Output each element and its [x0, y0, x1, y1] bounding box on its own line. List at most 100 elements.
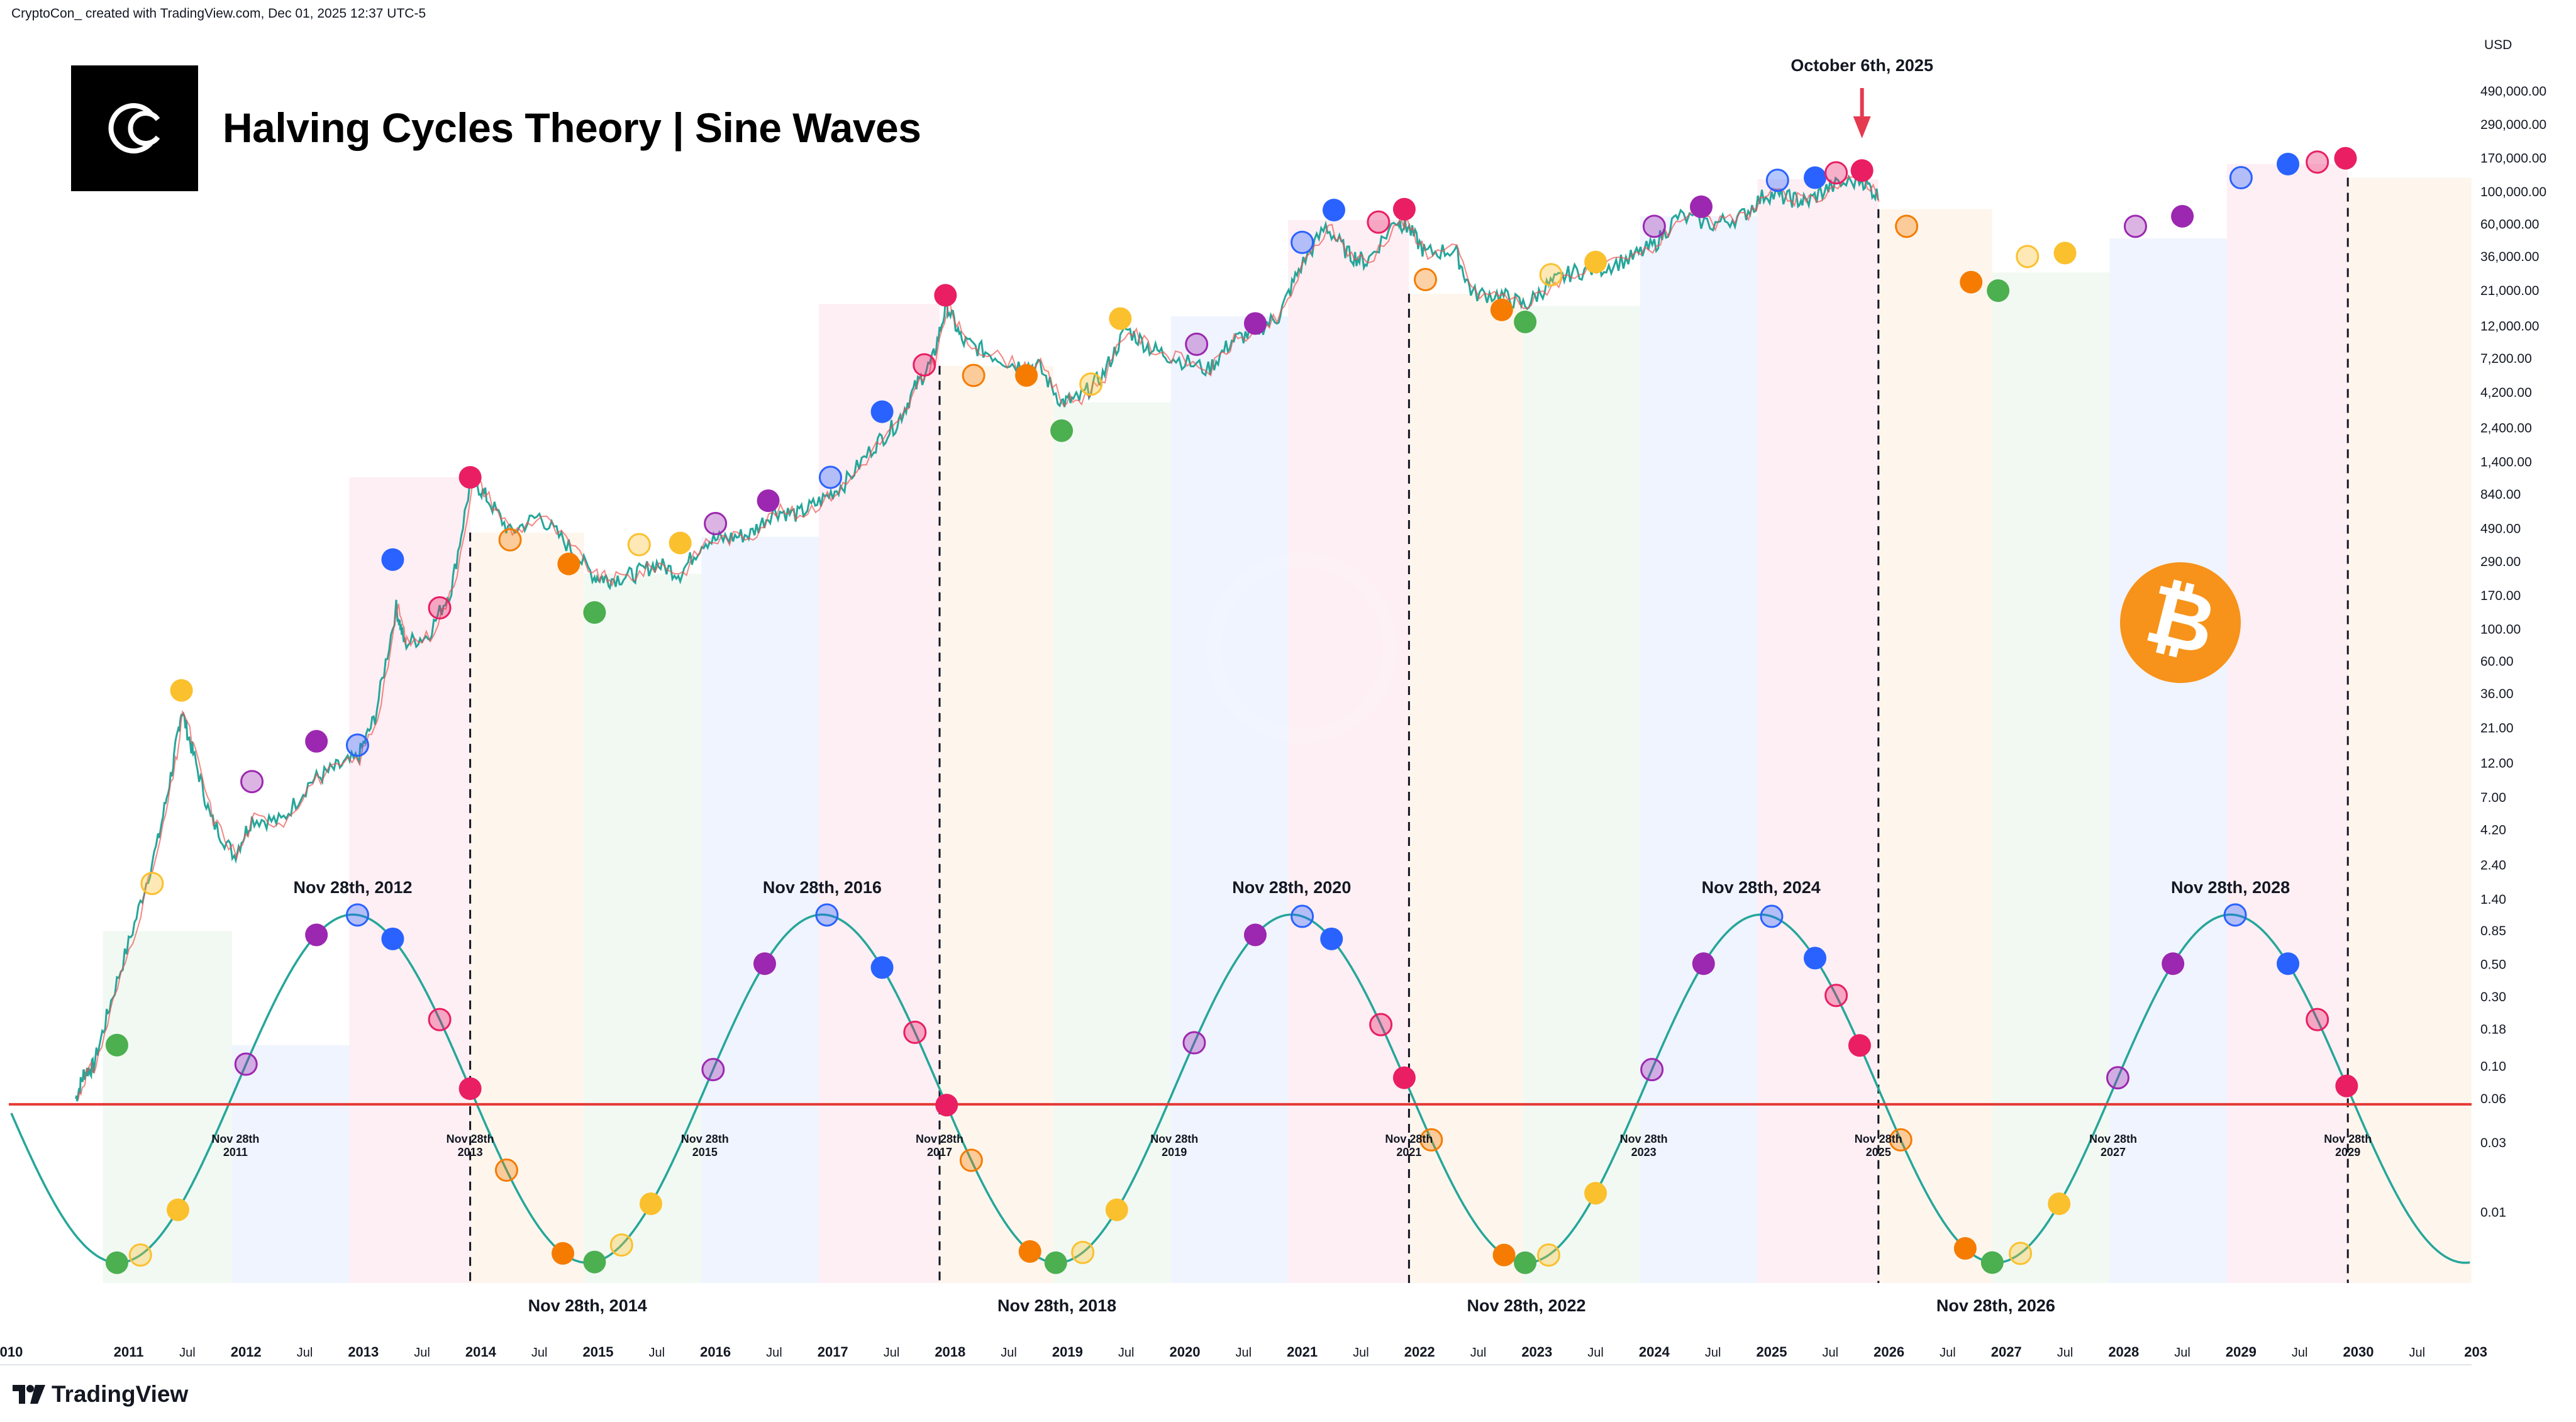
y-axis-tick: 7,200.00 [2480, 352, 2532, 366]
crossing-label-line1: Nov 28th [2324, 1133, 2372, 1145]
x-axis-tick: 2024 [1639, 1344, 1670, 1360]
y-axis-tick: 12.00 [2480, 757, 2514, 771]
x-axis-tick: Jul [414, 1346, 430, 1360]
cycle-bottom-label: Nov 28th, 2026 [1936, 1296, 2055, 1315]
price-marker [428, 596, 452, 619]
sine-marker [1492, 1243, 1516, 1267]
x-axis-tick: 2012 [231, 1344, 262, 1360]
y-axis-tick: 290.00 [2480, 555, 2521, 569]
y-axis-background [2472, 25, 2576, 1352]
y-axis-tick: 21,000.00 [2480, 284, 2539, 298]
sine-marker [1848, 1034, 1871, 1057]
price-marker [498, 528, 522, 552]
crossing-label-line1: Nov 28th [1620, 1133, 1668, 1145]
price-marker [105, 1033, 128, 1057]
price-marker [1414, 268, 1438, 292]
crossing-label-line1: Nov 28th [447, 1133, 494, 1145]
sine-marker [935, 1094, 958, 1117]
cycle-regions [103, 164, 2476, 1284]
x-axis-tick: Jul [179, 1346, 196, 1360]
sine-marker [1889, 1128, 1913, 1152]
y-axis-tick: 2.40 [2480, 858, 2506, 873]
sine-marker [1044, 1251, 1067, 1274]
peak-annotation: October 6th, 2025 [1790, 56, 1933, 138]
sine-marker [1291, 904, 1314, 928]
cycle-bottom-label: Nov 28th, 2018 [997, 1296, 1116, 1315]
sine-marker [959, 1148, 983, 1172]
sine-marker [1392, 1066, 1416, 1089]
x-axis-tick: Jul [766, 1346, 782, 1360]
x-axis-tick: Jul [2057, 1346, 2074, 1360]
price-marker [1584, 250, 1607, 274]
sine-marker [609, 1233, 633, 1257]
crossing-label-line1: Nov 28th [211, 1133, 259, 1145]
y-axis-tick: 170.00 [2480, 589, 2521, 603]
cycle-region [701, 536, 819, 1284]
tradingview-logo-icon [13, 1385, 45, 1404]
crossing-label-line1: Nov 28th [916, 1133, 963, 1145]
price-marker [757, 489, 780, 513]
price-markers [105, 147, 2357, 1057]
x-axis-tick: 2025 [1757, 1344, 1787, 1360]
sine-marker [2306, 1008, 2329, 1031]
x-axis-tick: Jul [2174, 1346, 2190, 1360]
sine-marker [1804, 947, 1827, 970]
x-axis-tick: 2014 [465, 1344, 497, 1360]
sine-marker [2223, 903, 2247, 927]
cycle-region [1288, 219, 1409, 1284]
cycle-region [584, 574, 702, 1283]
cycle-region [818, 304, 940, 1284]
price-marker [1490, 298, 1513, 321]
cryptocon-logo-icon [108, 103, 160, 153]
y-axis-tick: 0.10 [2480, 1060, 2506, 1074]
crossing-label-line2: 2027 [2101, 1146, 2126, 1158]
price-marker [1322, 198, 1345, 221]
price-marker [934, 284, 957, 307]
cycle-region [1170, 316, 1289, 1284]
y-axis-tick: 490.00 [2480, 521, 2521, 536]
cycle-region [1992, 272, 2110, 1283]
cycle-region [2109, 238, 2228, 1284]
y-axis-tick: 60.00 [2480, 655, 2514, 669]
tradingview-branding[interactable]: TradingView [11, 1381, 188, 1408]
price-marker [1050, 419, 1074, 442]
y-axis-tick: 290,000.00 [2480, 118, 2546, 132]
x-axis-tick: 2018 [935, 1344, 965, 1360]
price-marker [1824, 161, 1848, 185]
x-axis-tick: Jul [1470, 1346, 1487, 1360]
sine-marker [753, 952, 776, 975]
x-axis-tick: 2028 [2108, 1344, 2139, 1360]
sine-marker [2009, 1241, 2033, 1265]
cycle-region [103, 931, 232, 1283]
cycle-region [1640, 216, 1758, 1283]
x-axis-tick: 2023 [1521, 1344, 1552, 1360]
y-axis-tick: 0.30 [2480, 990, 2506, 1004]
price-marker [818, 465, 842, 489]
x-axis-tick: Jul [1353, 1346, 1369, 1360]
price-marker [2277, 152, 2300, 175]
price-marker [627, 533, 651, 557]
bitcoin-icon: ₿ [2120, 562, 2241, 683]
price-marker [669, 531, 692, 555]
price-marker [2229, 166, 2253, 190]
y-axis-tick: 12,000.00 [2480, 319, 2539, 333]
sine-marker [166, 1198, 189, 1221]
crossing-label-line2: 2011 [223, 1146, 248, 1158]
cycle-date-labels: Nov 28th, 2012 Nov 28th, 2016 Nov 28th, 20… [211, 878, 2372, 1315]
cycle-top-label: Nov 28th, 2028 [2171, 878, 2290, 897]
price-marker [1850, 159, 1874, 182]
sine-marker [494, 1158, 518, 1182]
price-marker [140, 872, 164, 896]
tradingview-label: TradingView [52, 1381, 189, 1407]
sine-marker [1182, 1031, 1206, 1055]
sine-marker [2162, 952, 2185, 975]
price-marker [2334, 147, 2357, 170]
cycle-region [1523, 306, 1641, 1283]
cycle-bottom-label: Nov 28th, 2022 [1467, 1296, 1585, 1315]
sine-marker [1536, 1243, 1560, 1267]
watermark-logo [1206, 552, 1397, 743]
price-marker [2171, 204, 2194, 228]
y-axis-tick: 60,000.00 [2480, 217, 2539, 231]
sine-marker [381, 927, 404, 950]
